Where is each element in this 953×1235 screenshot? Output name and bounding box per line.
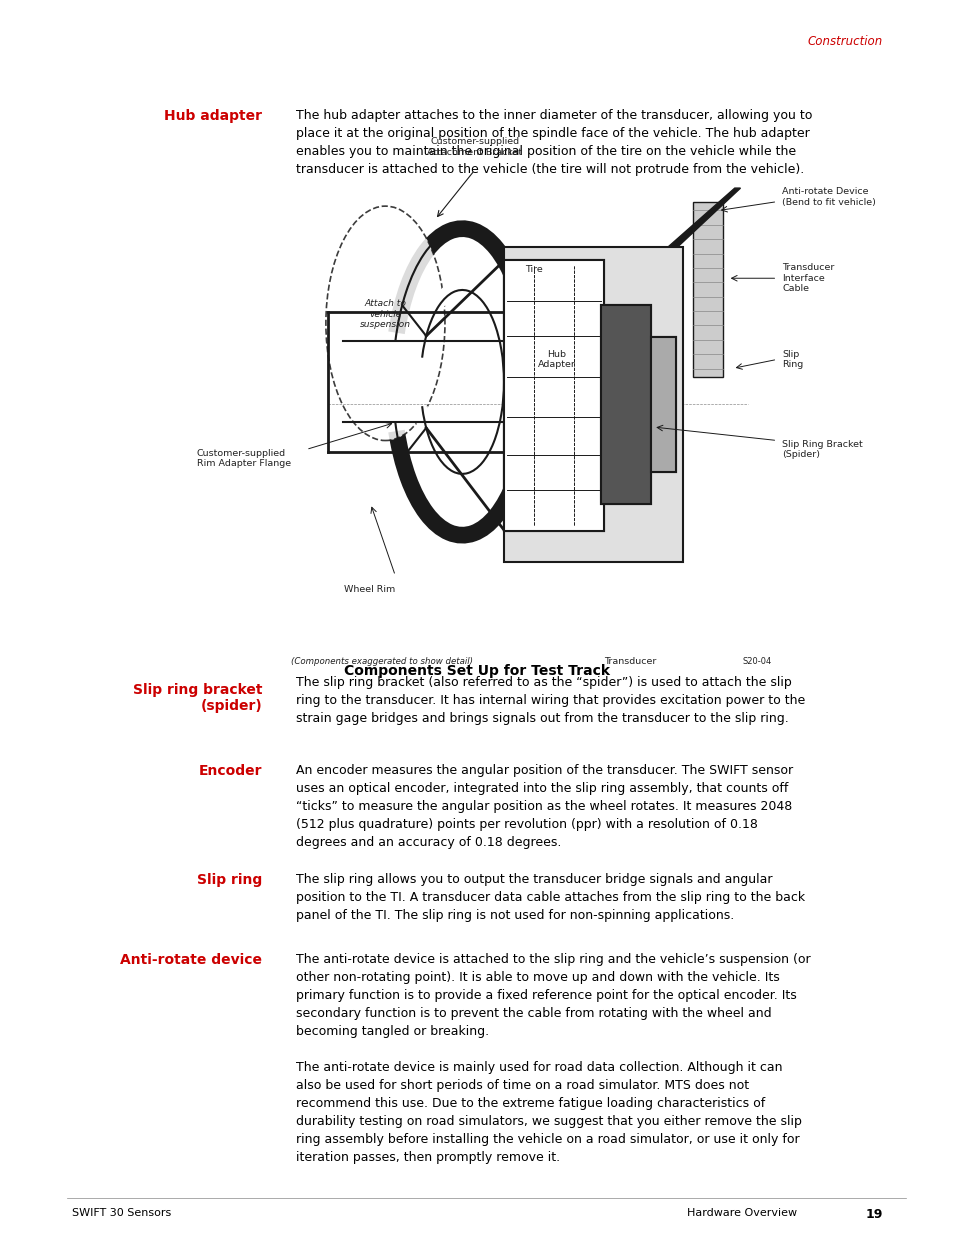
Bar [504,261,603,531]
Bar [650,337,675,472]
Text: Wheel Rim: Wheel Rim [344,585,395,594]
Text: S20-04: S20-04 [741,657,771,666]
Text: Hardware Overview: Hardware Overview [686,1208,796,1218]
Polygon shape [668,188,740,247]
Bar [504,261,603,531]
Text: Hub
Adapter: Hub Adapter [537,350,575,369]
Text: Construction: Construction [806,35,882,48]
Text: Encoder: Encoder [198,764,262,778]
Text: The anti-rotate device is attached to the slip ring and the vehicle’s suspension: The anti-rotate device is attached to th… [295,953,809,1165]
Text: Slip ring bracket
(spider): Slip ring bracket (spider) [132,683,262,713]
Text: Transducer: Transducer [603,657,656,666]
Bar [600,305,650,504]
Text: The slip ring allows you to output the transducer bridge signals and angular
pos: The slip ring allows you to output the t… [295,873,804,923]
Text: An encoder measures the angular position of the transducer. The SWIFT sensor
use: An encoder measures the angular position… [295,764,792,850]
Text: Slip
Ring: Slip Ring [781,350,802,369]
Text: The slip ring bracket (also referred to as the “spider”) is used to attach the s: The slip ring bracket (also referred to … [295,676,804,725]
Text: Attach to
vehicle
suspension: Attach to vehicle suspension [359,299,411,330]
Text: Hub adapter: Hub adapter [164,109,262,122]
Bar [600,305,650,504]
Text: Anti-rotate Device
(Bend to fit vehicle): Anti-rotate Device (Bend to fit vehicle) [781,188,875,206]
Bar [650,337,675,472]
Text: SWIFT 30 Sensors: SWIFT 30 Sensors [71,1208,171,1218]
Text: Slip Ring Bracket
(Spider): Slip Ring Bracket (Spider) [781,440,862,459]
Text: Customer-supplied
Rim Adapter Flange: Customer-supplied Rim Adapter Flange [196,448,291,468]
Text: Customer-supplied
Attachment Bracket: Customer-supplied Attachment Bracket [427,137,521,157]
Text: Anti-rotate device: Anti-rotate device [120,953,262,967]
Text: 19: 19 [864,1208,882,1221]
Text: The hub adapter attaches to the inner diameter of the transducer, allowing you t: The hub adapter attaches to the inner di… [295,109,811,175]
Text: Slip ring: Slip ring [197,873,262,887]
Text: Transducer
Interface
Cable: Transducer Interface Cable [781,263,834,293]
Text: Tire: Tire [525,264,542,274]
Bar [692,201,722,378]
Ellipse shape [326,206,444,441]
Text: (Components exaggerated to show detail): (Components exaggerated to show detail) [291,657,473,666]
Bar [504,247,682,562]
Text: Components Set Up for Test Track: Components Set Up for Test Track [344,664,609,678]
